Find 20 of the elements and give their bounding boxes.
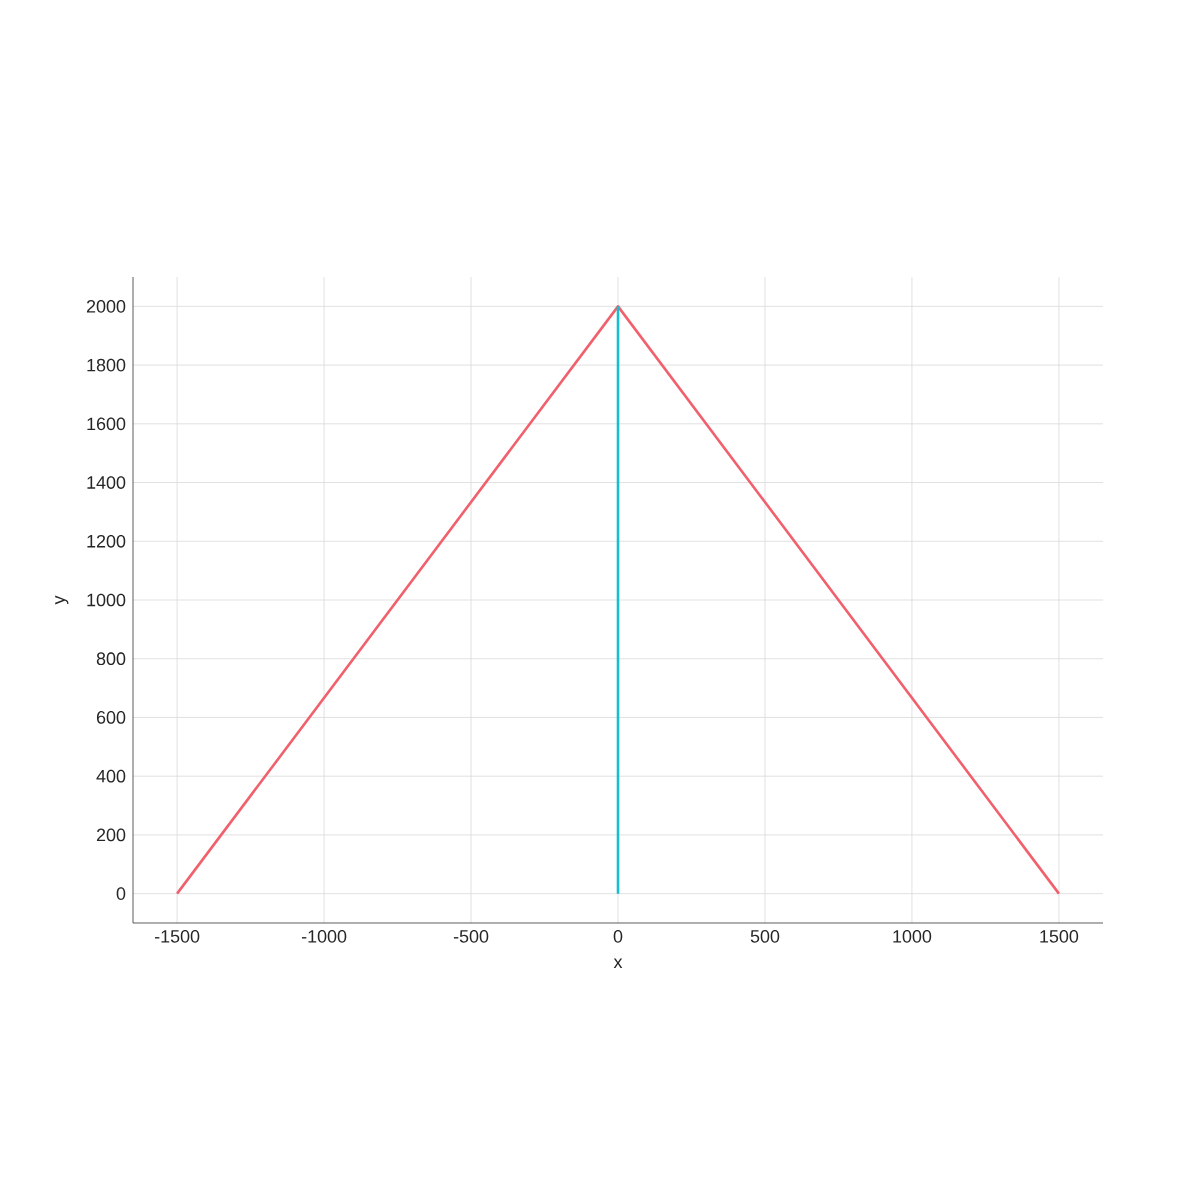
y-tick-label: 1800 (87, 358, 126, 372)
y-tick-label: 800 (96, 652, 126, 666)
x-tick-label: -1000 (301, 930, 347, 943)
y-tick-label: 2000 (86, 300, 126, 313)
y-tick-label: 0 (116, 887, 126, 900)
x-tick-label: -1500 (154, 930, 200, 943)
y-tick-label: 1200 (87, 534, 126, 548)
x-tick-label: 1000 (893, 930, 932, 943)
y-tick-label: 1400 (87, 476, 126, 489)
x-tick-label: 1500 (1040, 930, 1079, 943)
y-tick-label: 1600 (87, 417, 126, 431)
x-tick-label: -500 (453, 930, 489, 943)
x-axis-title: x (613, 958, 623, 968)
y-tick-label: 400 (96, 769, 126, 783)
y-tick-label: 200 (96, 828, 126, 842)
x-tick-label: 500 (750, 930, 780, 943)
y-axis-title: y (55, 595, 69, 605)
y-tick-label: 600 (96, 711, 126, 724)
y-tick-label: 1000 (87, 593, 126, 607)
x-tick-label: 0 (613, 930, 623, 943)
